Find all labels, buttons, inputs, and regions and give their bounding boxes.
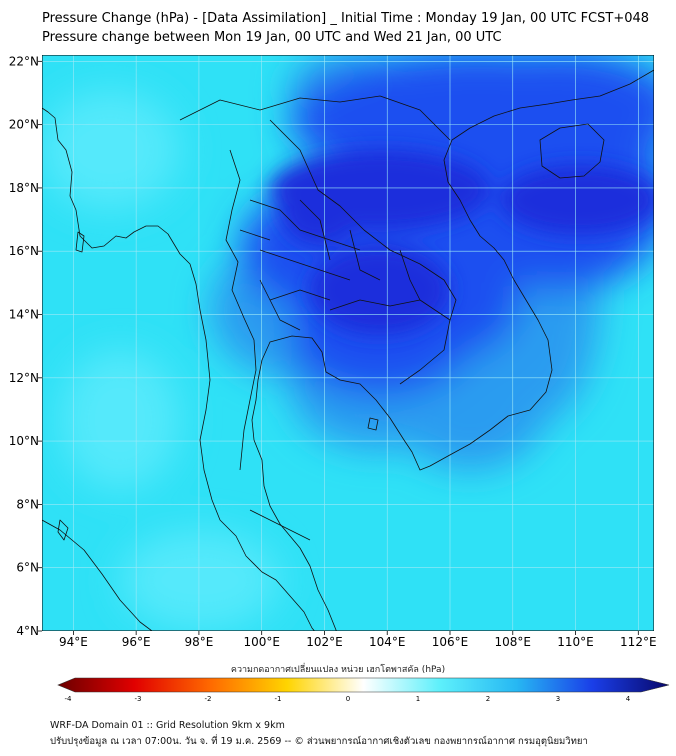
lon-tick-label-8: 110°E [557, 635, 594, 649]
footer-line-1: WRF-DA Domain 01 :: Grid Resolution 9km … [50, 720, 285, 731]
colorbar-tick-3: -1 [275, 695, 282, 703]
colorbar-tick-4: 0 [346, 695, 350, 703]
island-nicobar [57, 519, 69, 541]
lon-tick-label-6: 106°E [432, 635, 469, 649]
title-line-1: Pressure Change (hPa) - [Data Assimilati… [42, 11, 650, 26]
lat-tick-label-2: 18°N [9, 181, 39, 195]
lat-tick-label-9: 4°N [16, 624, 39, 638]
coastline-gulf [251, 69, 654, 631]
lon-tick-label-2: 98°E [184, 635, 213, 649]
colorbar-label: ความกดอากาศเปลี่ยนแปลง หน่วย เฮกโตพาสคัล… [230, 665, 446, 675]
lon-tick-label-5: 104°E [369, 635, 406, 649]
lon-tick-label-0: 94°E [59, 635, 88, 649]
colorbar-tick-7: 3 [556, 695, 560, 703]
coastline-hainan [539, 123, 605, 179]
lat-tick-label-7: 8°N [16, 497, 39, 511]
lat-tick-label-6: 10°N [9, 434, 39, 448]
colorbar-tick-0: -4 [65, 695, 73, 703]
border-china [179, 95, 451, 141]
footer-line-2: ปรับปรุงข้อมูล ณ เวลา 07:00น. วัน จ. ที่… [50, 736, 588, 747]
border-malaysia [249, 509, 311, 541]
colorbar-tick-6: 2 [486, 695, 490, 703]
coastline-mainland [42, 107, 316, 631]
lon-tick-label-7: 108°E [495, 635, 532, 649]
lon-tick-label-4: 102°E [306, 635, 343, 649]
colorbar: -4 -3 -2 -1 0 1 2 3 4 [57, 677, 670, 703]
lat-tick-label-5: 12°N [9, 371, 39, 385]
colorbar-tick-1: -3 [135, 695, 142, 703]
colorbar-tick-8: 4 [626, 695, 631, 703]
colorbar-tick-2: -2 [205, 695, 212, 703]
lon-tick-label-3: 100°E [243, 635, 280, 649]
title-line-2: Pressure change between Mon 19 Jan, 00 U… [42, 30, 502, 45]
lat-tick-label-4: 14°N [9, 308, 39, 322]
lat-tick-label-0: 22°N [9, 54, 39, 68]
lat-tick-label-1: 20°N [9, 118, 39, 132]
colorbar-ticks: -4 -3 -2 -1 0 1 2 3 4 [65, 695, 631, 703]
coastlines-and-borders [42, 69, 654, 631]
colorbar-tick-5: 1 [416, 695, 420, 703]
lon-tick-label-9: 112°E [620, 635, 657, 649]
lon-tick-label-1: 96°E [122, 635, 151, 649]
border-cambodia [329, 299, 451, 385]
colorbar-strip [57, 677, 670, 693]
graticule [42, 55, 654, 631]
border-myanmar-thailand [225, 149, 257, 471]
latitude-ticks: 22°N 20°N 18°N 16°N 14°N 12°N 10°N 8°N 6°N 4°N [9, 54, 42, 638]
provinces-thailand [239, 199, 421, 331]
field-core [270, 150, 654, 335]
longitude-ticks: 94°E 96°E 98°E 100°E 102°E 104°E 106°E 108°E 110… [59, 631, 657, 649]
border-laos [269, 119, 457, 321]
lat-tick-label-8: 6°N [16, 561, 39, 575]
field-layer [42, 55, 654, 631]
island-phu-quoc [367, 417, 379, 431]
lat-tick-label-3: 16°N [9, 244, 39, 258]
island-andaman [75, 231, 85, 253]
coastline-sumatra [42, 519, 153, 631]
